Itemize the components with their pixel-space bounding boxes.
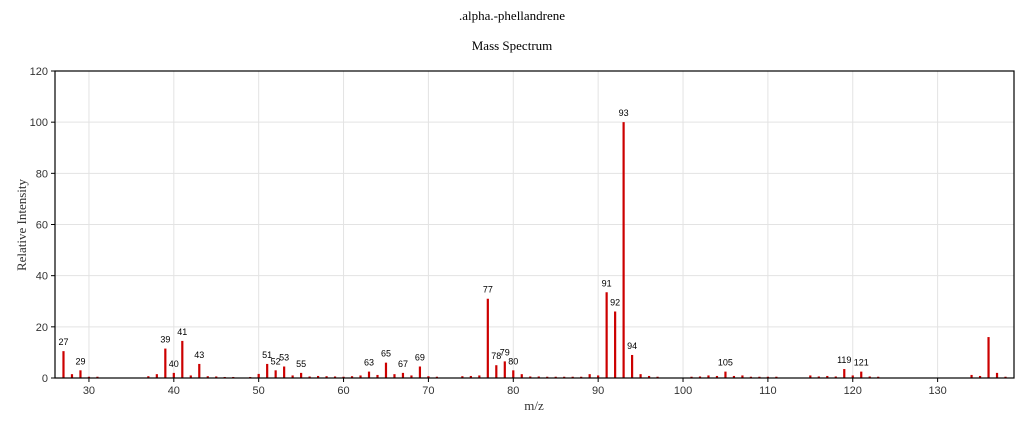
peak-label: 105 xyxy=(718,358,733,368)
x-tick-label: 30 xyxy=(83,385,95,397)
peak-label: 69 xyxy=(415,352,425,362)
chart-title: .alpha.-phellandrene xyxy=(459,8,565,23)
peak-label: 121 xyxy=(854,358,869,368)
peak-label: 91 xyxy=(602,278,612,288)
peak-label: 63 xyxy=(364,358,374,368)
x-tick-label: 90 xyxy=(592,385,604,397)
x-tick-label: 130 xyxy=(928,385,946,397)
x-tick-label: 120 xyxy=(844,385,862,397)
x-tick-label: 110 xyxy=(759,385,777,397)
peak-label: 53 xyxy=(279,352,289,362)
x-tick-label: 100 xyxy=(674,385,692,397)
peak-label: 55 xyxy=(296,359,306,369)
peak-label: 78 xyxy=(491,351,501,361)
x-axis-ticks: 30 40 50 60 70 80 90 100 110 120 130 xyxy=(83,378,947,397)
x-tick-label: 60 xyxy=(337,385,349,397)
peak-label: 119 xyxy=(837,355,851,365)
x-axis-label: m/z xyxy=(524,398,544,413)
peak-label: 92 xyxy=(610,297,620,307)
peak-label: 29 xyxy=(75,356,85,366)
peak-label: 39 xyxy=(160,335,170,345)
chart-subtitle: Mass Spectrum xyxy=(472,38,553,53)
peak-label: 27 xyxy=(58,337,68,347)
peak-label: 80 xyxy=(508,356,518,366)
x-tick-label: 40 xyxy=(168,385,180,397)
peak-label: 43 xyxy=(194,350,204,360)
grid xyxy=(55,70,1014,379)
y-tick-label: 120 xyxy=(30,66,48,78)
peak-label: 77 xyxy=(483,285,493,295)
peak-label: 41 xyxy=(177,327,187,337)
y-axis-ticks: 0 20 40 60 80 100 120 xyxy=(30,66,55,385)
peak-label: 94 xyxy=(627,341,637,351)
y-tick-label: 80 xyxy=(36,168,48,180)
y-tick-label: 100 xyxy=(30,117,48,129)
peak-label: 93 xyxy=(619,108,629,118)
peak-label: 51 xyxy=(262,350,272,360)
x-tick-label: 80 xyxy=(507,385,519,397)
peak-label: 79 xyxy=(500,347,510,357)
y-tick-label: 20 xyxy=(36,322,48,334)
y-axis-label: Relative Intensity xyxy=(14,178,29,271)
peak-label: 52 xyxy=(271,356,281,366)
peak-bars xyxy=(62,122,1007,378)
peak-label: 65 xyxy=(381,349,391,359)
y-tick-label: 40 xyxy=(36,271,48,283)
x-tick-label: 70 xyxy=(422,385,434,397)
y-tick-label: 60 xyxy=(36,220,48,232)
peak-label: 67 xyxy=(398,359,408,369)
x-tick-label: 50 xyxy=(253,385,265,397)
y-tick-label: 0 xyxy=(42,373,48,385)
peak-label: 40 xyxy=(169,359,179,369)
